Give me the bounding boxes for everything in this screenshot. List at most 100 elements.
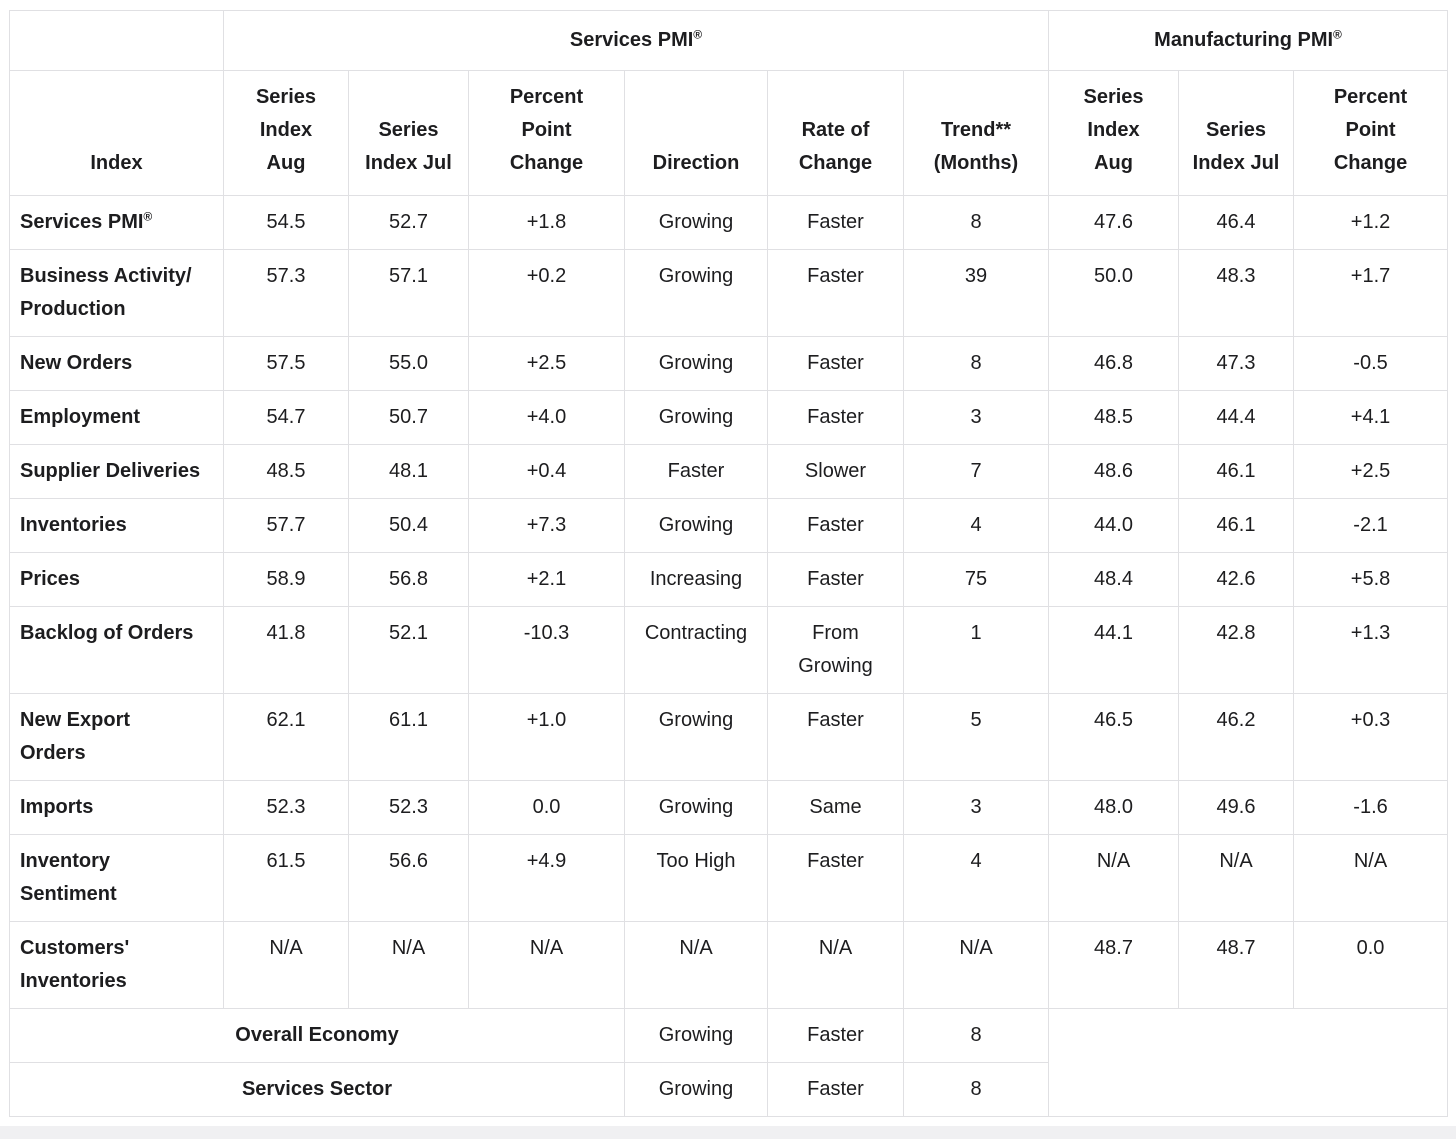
col-header-direction: Direction [624, 70, 768, 196]
data-cell: 41.8 [223, 606, 349, 694]
data-cell: 61.1 [348, 693, 469, 781]
data-cell: 48.0 [1048, 780, 1180, 835]
col-header-mfg-series-index-jul: Series Index Jul [1178, 70, 1295, 196]
data-cell: 4 [902, 498, 1050, 553]
table-row: Prices 58.9 56.8 +2.1 Increasing Faster 75 48.4… [9, 552, 1449, 607]
data-cell: Increasing [624, 552, 768, 607]
data-cell: 42.8 [1178, 606, 1295, 694]
data-cell: 46.8 [1048, 336, 1180, 391]
data-cell: 8 [902, 195, 1050, 250]
data-cell: 52.1 [348, 606, 469, 694]
data-cell: 46.5 [1048, 693, 1180, 781]
registered-trademark-symbol: ® [1333, 27, 1342, 42]
data-cell: 54.5 [223, 195, 349, 250]
data-cell: 42.6 [1178, 552, 1295, 607]
data-cell: Same [767, 780, 904, 835]
data-cell: -1.6 [1293, 780, 1449, 835]
table-row: Supplier Deliveries 48.5 48.1 +0.4 Faster Slo… [9, 444, 1449, 499]
table-row: New Export Orders 62.1 61.1 +1.0 Growing Fast… [9, 693, 1449, 781]
page-background-strip [0, 1126, 1456, 1139]
data-cell: -2.1 [1293, 498, 1449, 553]
data-cell: +2.1 [468, 552, 625, 607]
data-cell: 56.8 [348, 552, 469, 607]
data-cell: 48.1 [348, 444, 469, 499]
data-cell: 54.7 [223, 390, 349, 445]
registered-trademark-symbol: ® [143, 209, 153, 224]
summary-row: Services Sector Growing Faster 8 [9, 1062, 1448, 1117]
data-cell: 44.0 [1048, 498, 1180, 553]
col-header-index: Index [9, 70, 224, 196]
row-label-cell: Prices [9, 552, 224, 607]
data-cell: 8 [902, 336, 1050, 391]
data-cell: +7.3 [468, 498, 625, 553]
data-cell: 46.1 [1178, 444, 1295, 499]
data-cell: 48.7 [1048, 921, 1180, 1009]
data-cell: Growing [624, 693, 768, 781]
row-label-cell: New Orders [9, 336, 224, 391]
summary-label-cell: Overall Economy [9, 1008, 625, 1063]
row-label-cell: Supplier Deliveries [9, 444, 224, 499]
data-cell: +1.0 [468, 693, 625, 781]
manufacturing-pmi-group-header: Manufacturing PMI® [1048, 10, 1449, 71]
data-cell: 48.3 [1178, 249, 1295, 337]
data-cell: 49.6 [1178, 780, 1295, 835]
column-header-row: Index Series Index Aug Series Index Jul … [9, 70, 1449, 196]
data-cell: 4 [902, 834, 1050, 922]
table-row: Business Activity/ Production 57.3 57.1 +0.… [9, 249, 1449, 337]
data-cell: Faster [767, 249, 904, 337]
group-header-row: Services PMI® Manufacturing PMI® [9, 10, 1449, 71]
row-label-cell: Employment [9, 390, 224, 445]
summary-data-cell: Faster [767, 1008, 904, 1063]
data-cell: 55.0 [348, 336, 469, 391]
data-cell: 46.4 [1178, 195, 1295, 250]
data-cell: 48.5 [223, 444, 349, 499]
summary-data-cell: Faster [767, 1062, 904, 1117]
data-cell: Faster [767, 498, 904, 553]
data-cell: 57.5 [223, 336, 349, 391]
data-cell: 48.4 [1048, 552, 1180, 607]
data-cell: 39 [902, 249, 1050, 337]
table-row: Employment 54.7 50.7 +4.0 Growing Faster 3 48.5… [9, 390, 1449, 445]
data-cell: 52.7 [348, 195, 469, 250]
data-cell: +0.3 [1293, 693, 1449, 781]
data-cell: 1 [902, 606, 1050, 694]
data-cell: +2.5 [468, 336, 625, 391]
data-cell: -10.3 [468, 606, 625, 694]
data-cell: 3 [902, 780, 1050, 835]
data-cell: 44.1 [1048, 606, 1180, 694]
col-header-mfg-percent-point-change: Percent Point Change [1293, 70, 1449, 196]
data-cell: 48.5 [1048, 390, 1180, 445]
table-row: Backlog of Orders 41.8 52.1 -10.3 Contractin… [9, 606, 1449, 694]
data-cell: +1.8 [468, 195, 625, 250]
data-cell: Growing [624, 780, 768, 835]
table-row: Services PMI® 54.5 52.7 +1.8 Growing Faster 8 4… [9, 195, 1449, 250]
pmi-summary-table: Services PMI® Manufacturing PMI® Index S… [9, 10, 1449, 1117]
data-cell: 48.6 [1048, 444, 1180, 499]
data-cell: Contracting [624, 606, 768, 694]
manufacturing-pmi-group-title: Manufacturing PMI [1154, 29, 1334, 51]
merged-empty-cell [1048, 1008, 1449, 1117]
services-pmi-group-header: Services PMI® [222, 10, 1050, 71]
col-header-svc-series-index-jul: Series Index Jul [348, 70, 469, 196]
data-cell: +4.9 [468, 834, 625, 922]
data-cell: 62.1 [223, 693, 349, 781]
data-cell: 44.4 [1178, 390, 1295, 445]
data-cell: 75 [902, 552, 1050, 607]
data-cell: 56.6 [348, 834, 469, 922]
summary-row: Overall Economy Growing Faster 8 [9, 1008, 1449, 1117]
data-cell: 0.0 [468, 780, 625, 835]
data-cell: 50.4 [348, 498, 469, 553]
data-cell: Growing [624, 195, 768, 250]
data-cell: 57.3 [223, 249, 349, 337]
data-cell: +1.2 [1293, 195, 1449, 250]
col-header-trend-months: Trend** (Months) [902, 70, 1050, 196]
data-cell: 7 [902, 444, 1050, 499]
data-cell: N/A [1178, 834, 1295, 922]
col-header-mfg-series-index-aug: Series Index Aug [1048, 70, 1180, 196]
data-cell: 47.6 [1048, 195, 1180, 250]
data-cell: Too High [624, 834, 768, 922]
data-cell: 46.1 [1178, 498, 1295, 553]
summary-label-cell: Services Sector [9, 1062, 625, 1117]
data-cell: 57.7 [223, 498, 349, 553]
row-label-cell: Backlog of Orders [9, 606, 224, 694]
